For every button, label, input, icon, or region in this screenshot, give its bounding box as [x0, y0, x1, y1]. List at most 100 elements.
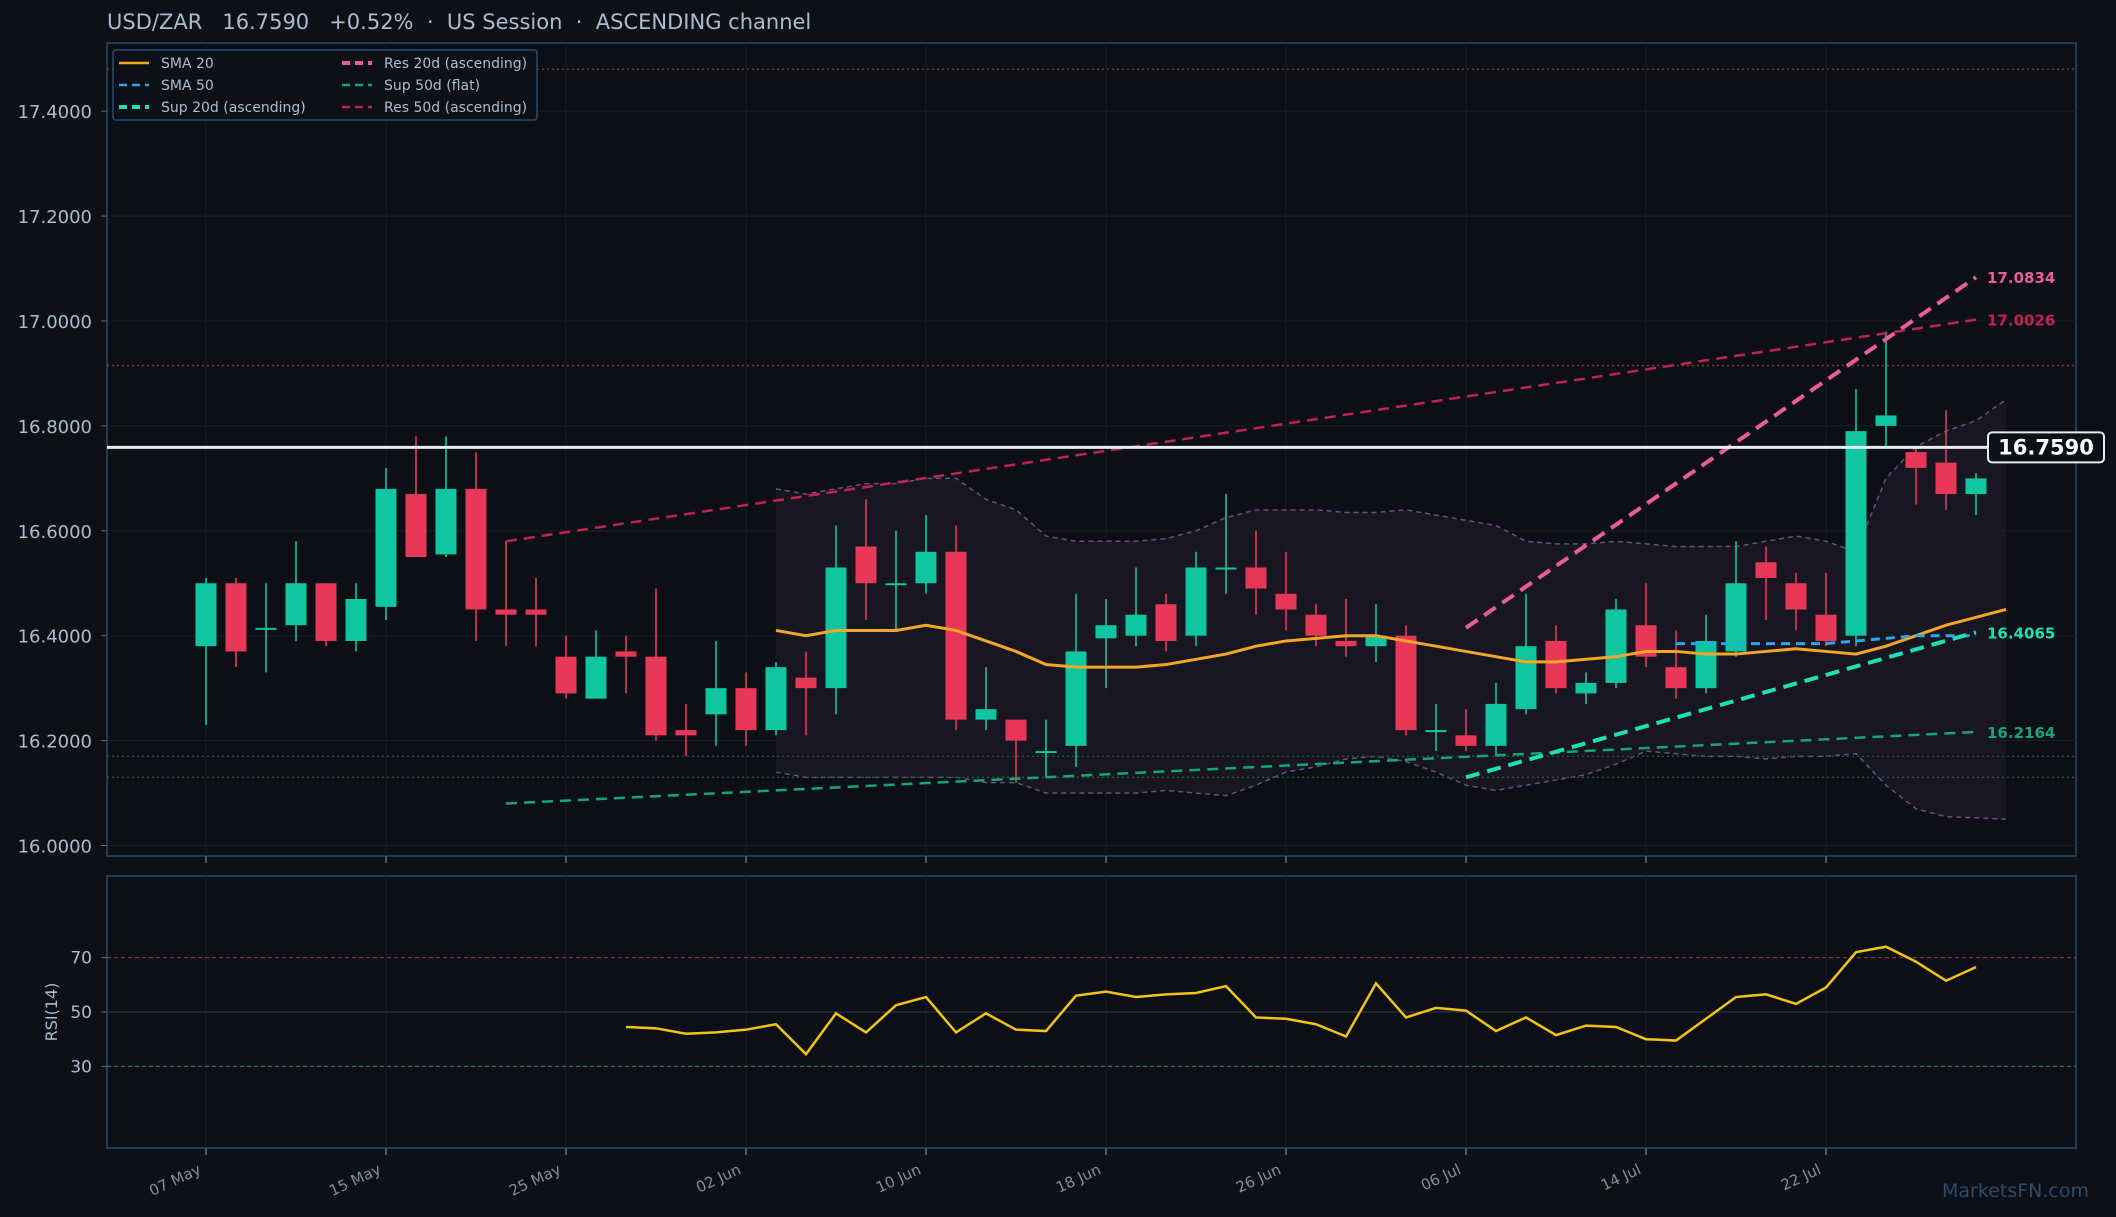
candle-body	[315, 583, 337, 641]
trendline	[1465, 630, 1977, 780]
current-price-label: 16.7590	[1998, 435, 2094, 459]
candle-body	[1935, 462, 1957, 495]
rsi-tick-label: 30	[70, 1057, 92, 1077]
price-label: 16.7590	[222, 10, 310, 34]
candle-body	[555, 656, 577, 694]
trendline	[1464, 275, 1978, 630]
x-tick-label: 18 Jun	[1053, 1160, 1103, 1196]
candle-body	[1365, 635, 1387, 647]
x-tick-label: 06 Jul	[1418, 1160, 1464, 1194]
candle-body	[765, 667, 787, 731]
rsi-tick-label: 50	[70, 1003, 92, 1023]
candle-body	[285, 583, 307, 626]
candle-body	[1815, 614, 1837, 641]
candle-body	[795, 677, 817, 689]
legend-box	[112, 49, 538, 121]
candle-body	[1575, 682, 1597, 694]
legend: SMA 20 SMA 50 Sup 20d (ascending) Res 20d (…	[112, 49, 538, 121]
candle-body	[1485, 703, 1507, 746]
candle-body	[1515, 646, 1537, 710]
y-tick-label: 17.2000	[18, 207, 92, 228]
candle-body	[1335, 640, 1357, 647]
legend-label: SMA 50	[161, 78, 214, 94]
candle-body	[1785, 583, 1807, 610]
candle-body	[1125, 614, 1147, 636]
x-tick-label: 02 Jun	[693, 1160, 743, 1196]
candle-body	[1185, 567, 1207, 636]
candle-body	[225, 583, 247, 652]
band-upper-line	[775, 399, 2007, 553]
candle-body	[1845, 431, 1867, 636]
watermark: MarketsFN.com	[1942, 1180, 2089, 1202]
candle-body	[195, 583, 217, 647]
legend-label: Sup 20d (ascending)	[161, 100, 306, 116]
session-label: US Session	[446, 10, 563, 34]
y-tick-label: 16.0000	[18, 837, 92, 858]
y-tick-label: 16.4000	[18, 627, 92, 648]
candle-body	[1665, 667, 1687, 689]
sma50-line	[1676, 634, 1976, 646]
x-tick-label: 25 May	[506, 1160, 563, 1200]
y-tick-label: 17.4000	[18, 102, 92, 123]
candle-body	[945, 551, 967, 720]
candle-body	[525, 609, 547, 615]
candle-body	[1875, 415, 1897, 426]
trendline-value-label: 17.0026	[1987, 312, 2055, 330]
chart-title: USD/ZAR 16.7590 +0.52% · US Session · AS…	[107, 10, 812, 34]
trendline-value-label: 16.2164	[1987, 724, 2055, 742]
candle-body	[345, 598, 367, 641]
legend-label: SMA 20	[161, 56, 214, 72]
candle-body	[405, 494, 427, 558]
change-label: +0.52%	[329, 10, 414, 34]
trendline-value-label: 17.0834	[1987, 269, 2055, 287]
candle-body	[1245, 567, 1267, 589]
y-tick-label: 16.2000	[18, 732, 92, 753]
legend-label: Sup 50d (flat)	[384, 78, 480, 94]
candle-body	[705, 688, 727, 715]
candle-body	[1005, 719, 1027, 741]
rsi-axis-label: RSI(14)	[42, 983, 61, 1042]
candle-body	[1905, 452, 1927, 468]
current-price-tag	[1987, 431, 2105, 464]
y-tick-label: 16.8000	[18, 417, 92, 438]
candle-body	[1455, 735, 1477, 746]
x-tick-label: 15 May	[326, 1160, 383, 1200]
x-tick-label: 14 Jul	[1598, 1160, 1644, 1194]
candle-body	[885, 583, 907, 586]
candle-body	[855, 546, 877, 584]
legend-label: Res 20d (ascending)	[384, 56, 527, 72]
candle-body	[1155, 604, 1177, 641]
candle-body	[1035, 751, 1057, 754]
candle-body	[1395, 635, 1417, 731]
candle-body	[1755, 562, 1777, 579]
candle-body	[1215, 567, 1237, 570]
candle-body	[915, 551, 937, 584]
band-lower-line	[775, 750, 2007, 821]
candle-body	[1965, 478, 1987, 495]
x-tick-label: 10 Jun	[873, 1160, 923, 1196]
x-tick-label: 26 Jun	[1233, 1160, 1283, 1196]
trendline-value-label: 16.4065	[1987, 624, 2055, 642]
candle-body	[1425, 730, 1447, 733]
candle-body	[1725, 583, 1747, 652]
y-tick-label: 17.0000	[18, 312, 92, 333]
candle-body	[975, 709, 997, 720]
trendline	[505, 318, 1977, 543]
candle-body	[495, 609, 517, 615]
candle-body	[735, 688, 757, 731]
candle-body	[675, 730, 697, 736]
candle-body	[585, 656, 607, 699]
candle-body	[1275, 593, 1297, 610]
candle-body	[1545, 640, 1567, 689]
candle-body	[435, 488, 457, 555]
candle-body	[1605, 609, 1627, 683]
candle-body	[1635, 625, 1657, 657]
candle-body	[645, 656, 667, 736]
candle-body	[465, 488, 487, 610]
candle-body	[615, 651, 637, 657]
candle-body	[255, 627, 277, 630]
candle-body	[1095, 625, 1117, 639]
x-tick-label: 07 May	[146, 1160, 203, 1200]
candle-body	[1065, 651, 1087, 746]
